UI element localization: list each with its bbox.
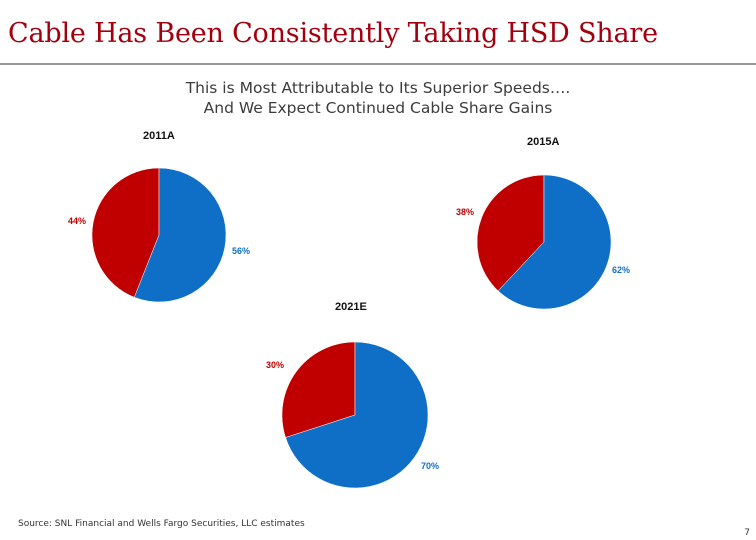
chart-title-2015a: 2015A [527, 136, 559, 148]
page-number: 7 [744, 528, 750, 538]
pie-chart-2015a: 2015A 62% 38% [456, 136, 630, 310]
pie-slice-cable-2011a [134, 167, 227, 303]
slice-label-cable-2011a: 56% [232, 246, 250, 256]
pie-slice-cable-2021e [285, 341, 429, 489]
pie-chart-2011a: 2011A 56% 44% [68, 130, 250, 303]
slice-label-other-2011a: 44% [68, 216, 86, 226]
page-title: Cable Has Been Consistently Taking HSD S… [8, 18, 658, 49]
source-note: Source: SNL Financial and Wells Fargo Se… [18, 519, 305, 529]
pie-slice-other-2015a [476, 174, 545, 292]
chart-title-2011a: 2011A [143, 130, 175, 142]
slice-label-other-2015a: 38% [456, 207, 474, 217]
slice-label-cable-2021e: 70% [421, 461, 439, 471]
pie-slice-cable-2015a [497, 174, 612, 310]
title-divider [0, 63, 756, 65]
subtitle-line-1: This is Most Attributable to Its Superio… [185, 79, 571, 97]
slice-label-cable-2015a: 62% [612, 265, 630, 275]
slice-label-other-2021e: 30% [266, 360, 284, 370]
pie-chart-2021e: 2021E 70% 30% [266, 301, 439, 489]
chart-title-2021e: 2021E [335, 301, 367, 313]
pie-slice-other-2011a [91, 167, 160, 298]
subtitle: This is Most Attributable to Its Superio… [0, 78, 756, 118]
pie-slice-other-2021e [281, 341, 356, 438]
subtitle-line-2: And We Expect Continued Cable Share Gain… [203, 99, 553, 117]
